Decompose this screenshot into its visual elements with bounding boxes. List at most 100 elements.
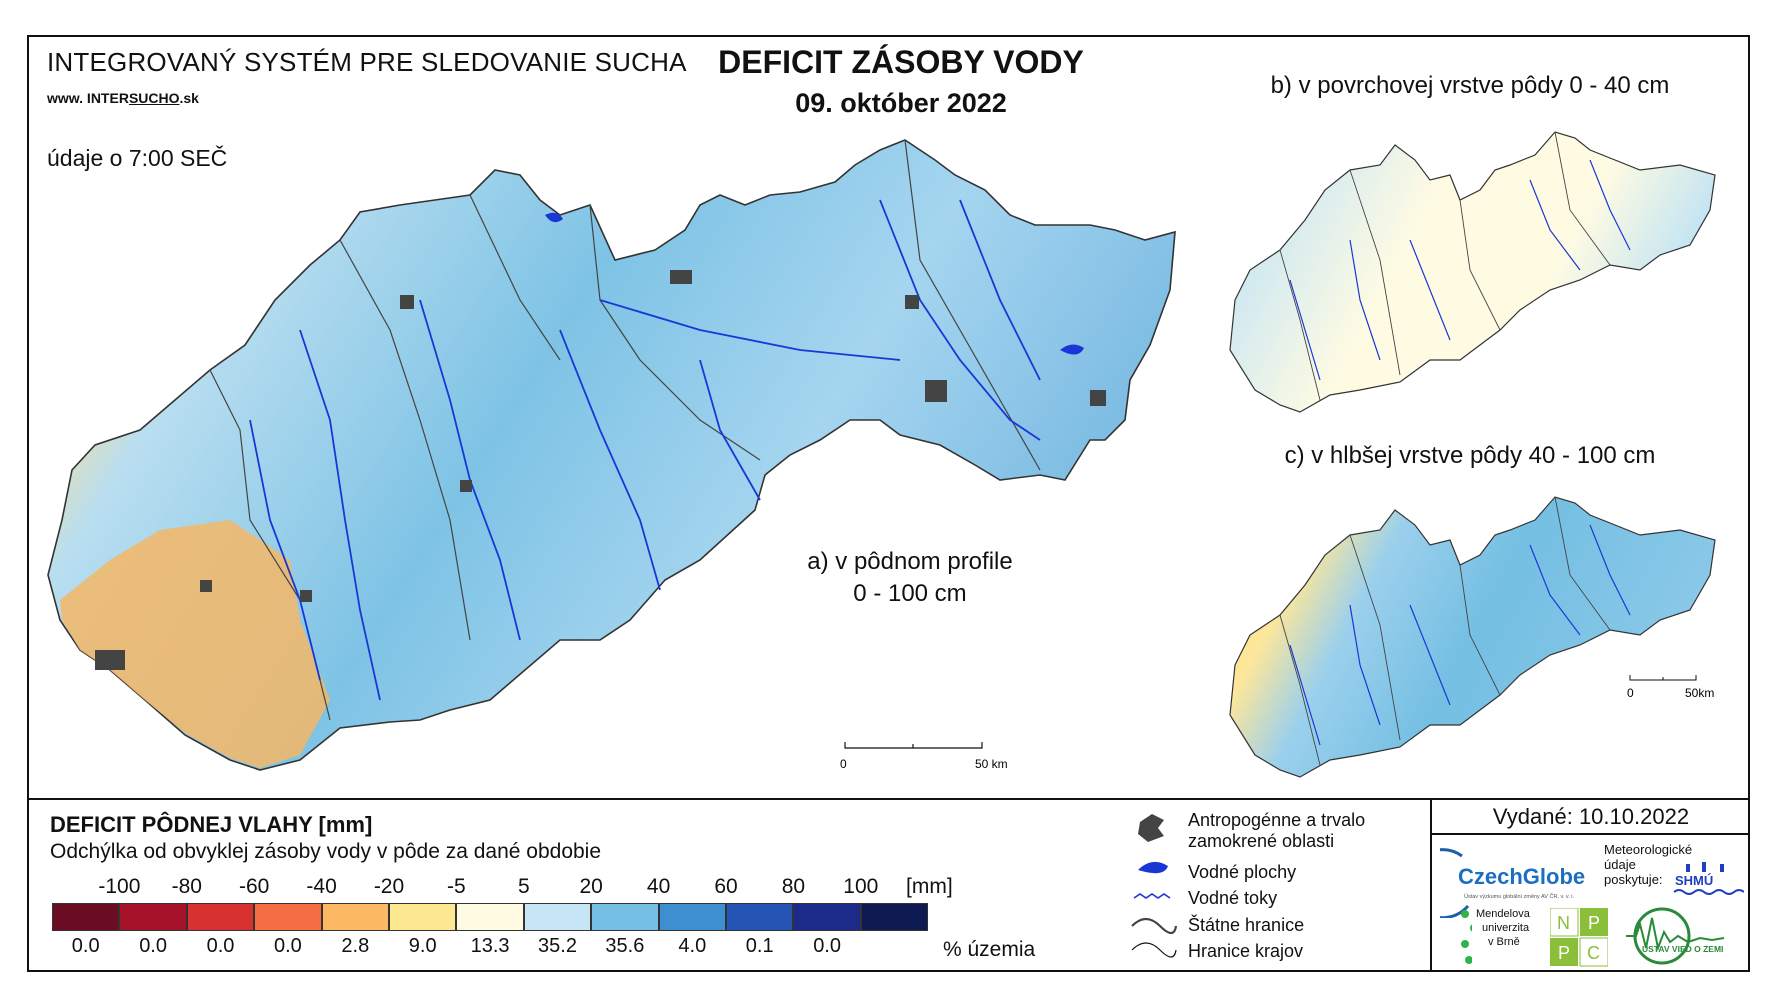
dry-southwest-area (60, 520, 330, 768)
legend-color-class (793, 903, 861, 931)
legend-color-class (523, 903, 592, 931)
legend-tick: 20 (579, 875, 603, 898)
nppc-logo[interactable]: N P P C (1550, 908, 1608, 968)
region-border-icon (1131, 942, 1177, 958)
nppc-n: N (1557, 913, 1570, 933)
map-c-deep-layer: 0 50km (1229, 496, 1716, 778)
legend-color-class (389, 903, 457, 931)
observation-time: údaje o 7:00 SEČ (47, 145, 228, 171)
legend-class-percent: 0.1 (745, 935, 774, 957)
czechglobe-name: CzechGlobe (1458, 864, 1585, 889)
system-title: INTEGROVANÝ SYSTÉM PRE SLEDOVANIE SUCHA (47, 47, 687, 77)
scale-bar-main (844, 742, 983, 749)
nppc-p1: P (1588, 913, 1600, 933)
scale-small-end: 50km (1685, 686, 1714, 700)
legend-class-percent: 0.0 (813, 935, 841, 957)
symbol-urban-label-1: Antropogénne a trvalo (1188, 810, 1366, 830)
legend-color-class (321, 903, 389, 931)
legend-tick: -100 (98, 875, 141, 898)
legend-color-class (658, 903, 726, 931)
earth-science-institute-logo[interactable]: ÚSTAV VIED O ZEMI (1622, 906, 1746, 968)
legend-tick: -20 (373, 875, 405, 898)
issued-separator (1430, 833, 1750, 835)
legend-unit: [mm] (906, 875, 953, 898)
site-url[interactable]: www. INTERSUCHO.sk (47, 90, 199, 106)
scale-main-start: 0 (840, 757, 847, 771)
legend-class-percent: 35.6 (605, 935, 645, 957)
url-prefix: www. INTER (47, 90, 129, 106)
legend-tick: -60 (239, 875, 270, 898)
legend-color-class (119, 903, 187, 931)
mendel-dots-icon (1461, 910, 1472, 964)
legend-percent-unit: % územia (943, 938, 1036, 961)
map-a-caption-line2: 0 - 100 cm (853, 580, 967, 607)
map-b-caption: b) v povrchovej vrstve pôdy 0 - 40 cm (1270, 72, 1670, 99)
czechglobe-subtitle: Ústav výzkumu globální změny AV ČR, v. v… (1464, 893, 1575, 900)
water-body (1060, 344, 1084, 355)
mendel-line-2: univerzita (1482, 922, 1530, 934)
urban-area (1090, 390, 1106, 406)
mendel-line-3: v Brně (1488, 936, 1520, 948)
legend-separator (27, 798, 1750, 800)
symbol-urban-label-2: zamokrené oblasti (1188, 831, 1335, 851)
mendel-university-logo[interactable]: Mendelova univerzita v Brně (1458, 908, 1548, 966)
legend-class-percent: 2.8 (341, 935, 370, 957)
river-network (1289, 159, 1631, 381)
slovakia-territory (1229, 131, 1716, 413)
symbol-state-border-label: Štátne hranice (1188, 915, 1305, 935)
mendel-line-1: Mendelova (1476, 908, 1530, 920)
slovakia-territory (1229, 496, 1716, 778)
nppc-c: C (1587, 943, 1600, 963)
urban-area (925, 380, 947, 402)
legend-color-class (186, 903, 255, 931)
legend-class-percent: 0.0 (273, 935, 302, 957)
meteo-line-2: údaje (1604, 857, 1636, 872)
legend-tick: 5 (517, 875, 530, 898)
legend-class-percent: 35.2 (538, 935, 577, 957)
legend-tick: 100 (843, 875, 879, 898)
shmu-logo[interactable]: SHMÚ (1672, 862, 1744, 898)
main-map: 0 50 km (47, 139, 1176, 771)
legend-tick: -40 (306, 875, 337, 898)
meteo-provider-text: Meteorologické údaje poskytuje: (1604, 842, 1692, 887)
symbol-region-border-label: Hranice krajov (1188, 941, 1304, 961)
legend-subtitle: Odchýlka od obvyklej zásoby vody v pôde … (50, 840, 602, 863)
czechglobe-logo[interactable]: CzechGlobe Ústav výzkumu globální změny … (1440, 840, 1600, 918)
legend-class-percent: 4.0 (678, 935, 707, 957)
urban-area (95, 650, 125, 670)
nppc-p2: P (1558, 943, 1570, 963)
scale-main-end: 50 km (975, 757, 1008, 771)
symbol-water-label: Vodné plochy (1188, 862, 1297, 882)
region-border (1279, 496, 1611, 766)
water-body-icon (1138, 861, 1168, 874)
urban-area (300, 590, 312, 602)
legend-class-percent: 9.0 (408, 935, 437, 957)
water-body (545, 212, 563, 223)
meteo-line-3: poskytuje: (1604, 872, 1663, 887)
river-icon (1133, 893, 1171, 899)
legend-class-percent: 0.0 (206, 935, 235, 957)
legend-color-class (456, 903, 524, 931)
issued-date: Vydané: 10.10.2022 (1492, 804, 1690, 829)
shmu-name: SHMÚ (1675, 873, 1713, 888)
map-b-surface-layer (1229, 131, 1716, 413)
urban-area (460, 480, 472, 492)
footer-separator (1430, 798, 1432, 972)
urban-area-icon (1138, 814, 1164, 842)
legend-class-percent: 0.0 (139, 935, 167, 957)
legend-tick: -5 (447, 875, 466, 898)
page-title: DEFICIT ZÁSOBY VODY (718, 44, 1084, 80)
symbol-legend-icons (1131, 814, 1178, 958)
url-highlight: SUCHO (128, 90, 180, 106)
region-border (1279, 131, 1611, 401)
legend-title: DEFICIT PÔDNEJ VLAHY [mm] (50, 812, 373, 837)
legend-color-class (254, 903, 322, 931)
uvz-name: ÚSTAV VIED O ZEMI (1642, 943, 1723, 954)
meteo-line-1: Meteorologické (1604, 842, 1693, 857)
scale-small-start: 0 (1627, 686, 1634, 700)
legend-tick: 80 (781, 875, 806, 898)
scale-bar-small (1629, 675, 1697, 681)
legend-class-percent: 0.0 (71, 935, 100, 957)
url-suffix: .sk (179, 90, 199, 106)
legend-tick: -80 (171, 875, 202, 898)
